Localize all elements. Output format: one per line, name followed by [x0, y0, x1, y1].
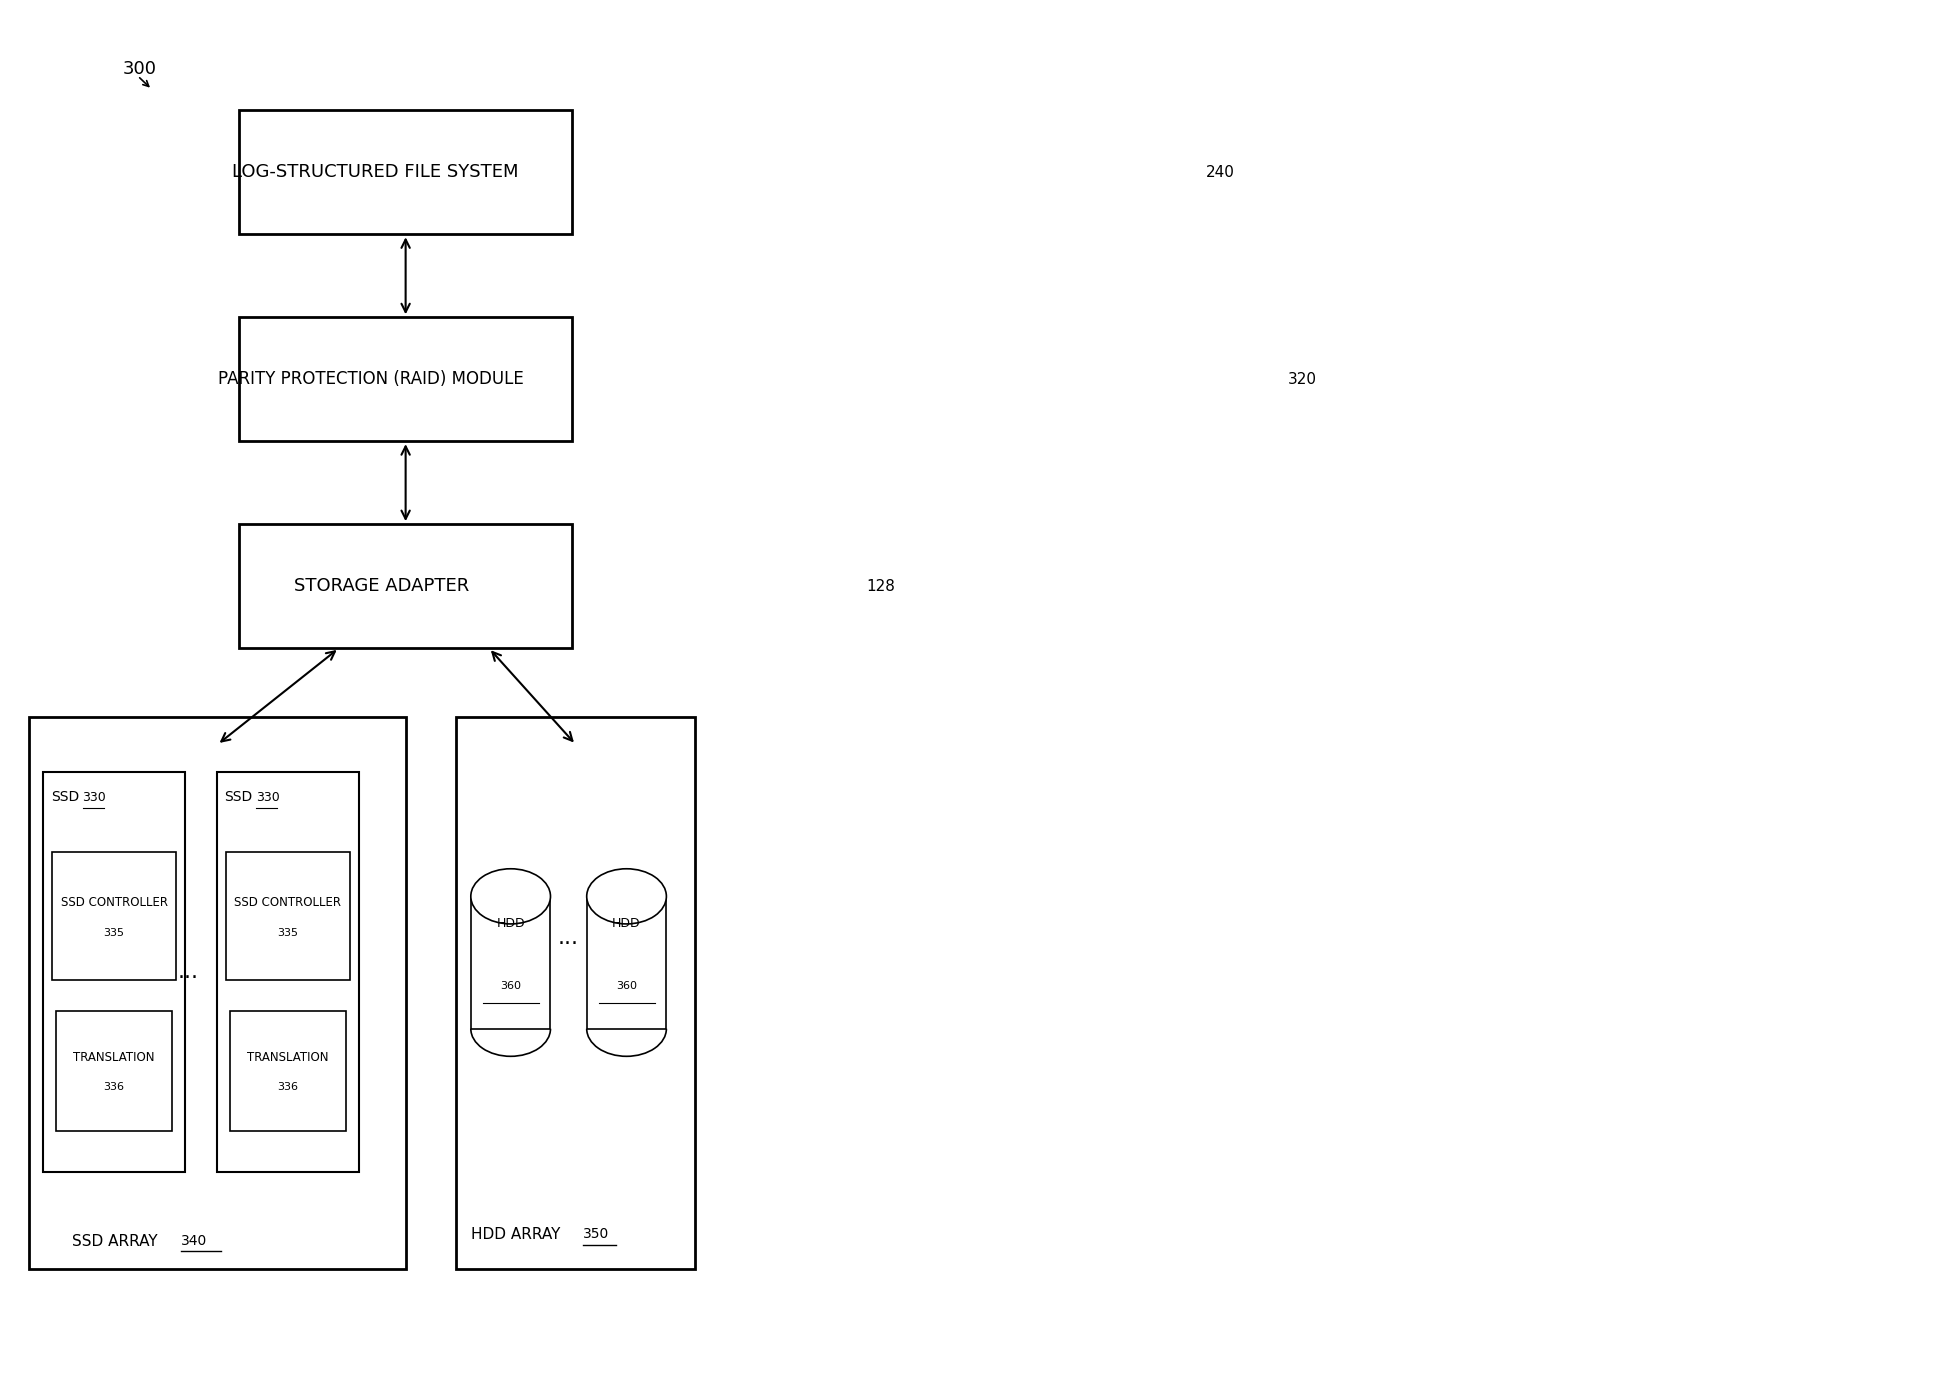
FancyBboxPatch shape — [56, 1011, 172, 1131]
Text: SSD: SSD — [50, 790, 79, 804]
Text: 360: 360 — [499, 980, 521, 992]
Text: SSD CONTROLLER: SSD CONTROLLER — [234, 896, 341, 909]
FancyBboxPatch shape — [230, 1011, 345, 1131]
Text: HDD ARRAY: HDD ARRAY — [470, 1227, 560, 1241]
Text: ...: ... — [178, 963, 199, 982]
Text: 320: 320 — [1287, 372, 1316, 386]
Text: 335: 335 — [277, 928, 298, 938]
Text: ...: ... — [558, 928, 579, 947]
FancyBboxPatch shape — [29, 717, 407, 1269]
Text: TRANSLATION: TRANSLATION — [74, 1051, 155, 1063]
Text: 335: 335 — [105, 928, 124, 938]
FancyBboxPatch shape — [43, 772, 184, 1172]
Text: SSD ARRAY: SSD ARRAY — [72, 1234, 159, 1248]
Text: 330: 330 — [256, 790, 281, 804]
Text: 336: 336 — [277, 1083, 298, 1092]
Text: PARITY PROTECTION (RAID) MODULE: PARITY PROTECTION (RAID) MODULE — [219, 370, 525, 389]
Text: 340: 340 — [182, 1234, 207, 1248]
Text: TRANSLATION: TRANSLATION — [248, 1051, 329, 1063]
FancyBboxPatch shape — [470, 896, 550, 1029]
Text: 240: 240 — [1206, 165, 1235, 179]
Text: 336: 336 — [105, 1083, 124, 1092]
Ellipse shape — [587, 869, 666, 924]
FancyBboxPatch shape — [238, 317, 573, 441]
Ellipse shape — [470, 869, 550, 924]
Text: 330: 330 — [83, 790, 106, 804]
Text: SSD: SSD — [225, 790, 254, 804]
Text: 300: 300 — [124, 59, 157, 79]
FancyBboxPatch shape — [227, 852, 350, 980]
FancyBboxPatch shape — [217, 772, 358, 1172]
FancyBboxPatch shape — [238, 524, 573, 648]
Text: LOG-STRUCTURED FILE SYSTEM: LOG-STRUCTURED FILE SYSTEM — [232, 163, 519, 182]
Text: HDD: HDD — [496, 917, 525, 931]
FancyBboxPatch shape — [238, 110, 573, 234]
Text: 360: 360 — [616, 980, 637, 992]
FancyBboxPatch shape — [457, 717, 695, 1269]
Text: 350: 350 — [583, 1227, 610, 1241]
Text: HDD: HDD — [612, 917, 641, 931]
Text: SSD CONTROLLER: SSD CONTROLLER — [60, 896, 168, 909]
FancyBboxPatch shape — [52, 852, 176, 980]
FancyBboxPatch shape — [587, 896, 666, 1029]
Text: STORAGE ADAPTER: STORAGE ADAPTER — [294, 576, 470, 596]
Text: 128: 128 — [867, 579, 896, 593]
